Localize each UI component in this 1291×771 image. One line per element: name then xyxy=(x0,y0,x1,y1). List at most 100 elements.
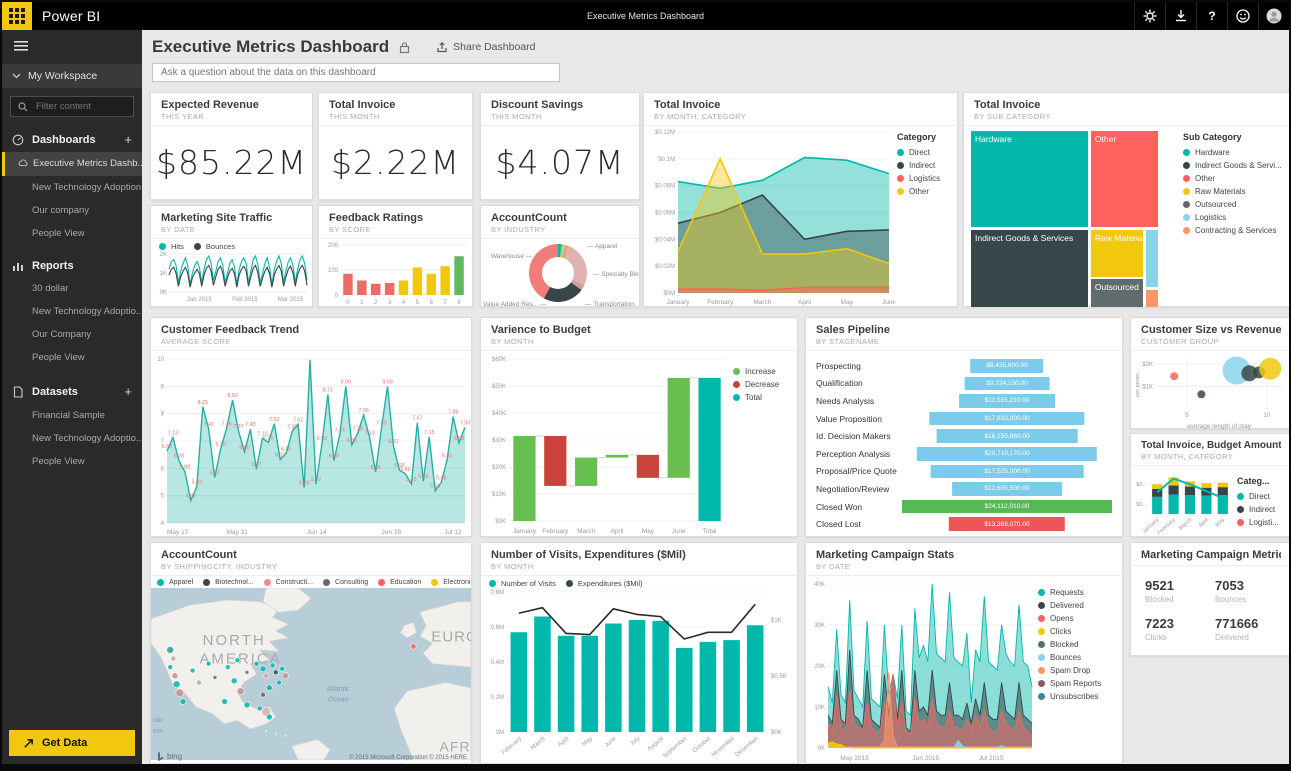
treemap-tile-other[interactable]: Other xyxy=(1089,130,1159,228)
stack-seg-indirect[interactable] xyxy=(1217,487,1228,496)
visits-bar-march[interactable] xyxy=(534,616,551,733)
hamburger-menu-icon[interactable] xyxy=(2,30,142,64)
map-bubble[interactable] xyxy=(234,657,241,664)
stack-seg-direct[interactable] xyxy=(1168,494,1179,514)
card-accountcount-map[interactable]: AccountCount BY SHIPPINGCITY, INDUSTRY Ap… xyxy=(150,542,472,764)
bar-score-0[interactable] xyxy=(343,273,353,295)
map-bubble[interactable] xyxy=(230,677,238,685)
legend-item[interactable]: Direct xyxy=(897,148,951,157)
card-feedback-ratings[interactable]: Feedback Ratings BY SCORE 200 100 0 0 1 2 3 4 5 6 7… xyxy=(318,205,473,307)
scatter-point[interactable] xyxy=(1197,390,1206,399)
map-bubble[interactable] xyxy=(263,672,269,679)
legend-item[interactable]: Delivered xyxy=(1038,601,1116,610)
stack-seg-other[interactable] xyxy=(1201,483,1212,488)
feedback-button[interactable] xyxy=(1227,2,1258,30)
map-bubble[interactable] xyxy=(179,698,187,705)
map-bubble[interactable] xyxy=(243,701,251,709)
legend-item[interactable]: Opens xyxy=(1038,614,1116,623)
visits-bar-november[interactable] xyxy=(723,640,740,732)
ratings-chart-canvas[interactable]: 200 100 0 0 1 2 3 4 5 6 7 8 xyxy=(319,239,472,307)
legend-item[interactable]: Indirect xyxy=(897,161,951,170)
bar-score-3[interactable] xyxy=(384,283,395,295)
treemap-tile-indirect-goods-services[interactable]: Indirect Goods & Services xyxy=(970,228,1089,307)
visits-bar-august[interactable] xyxy=(652,620,669,732)
funnel-bar-closed-lost[interactable]: $13,369,070.00 xyxy=(948,517,1066,531)
sidebar-item[interactable]: Executive Metrics Dashb... xyxy=(2,152,142,176)
bar-score-2[interactable] xyxy=(371,283,381,295)
stack-seg-indirect[interactable] xyxy=(1184,486,1196,496)
waterfall-bar-january[interactable] xyxy=(513,435,536,521)
stats-canvas[interactable]: 40K 30K 20K 10K 0K May 2015 Jun 2015 Jul 2015 xyxy=(806,576,1036,764)
app-launcher-icon[interactable] xyxy=(2,2,32,30)
treemap-tile-outsourced[interactable]: Outsourced xyxy=(1089,278,1145,307)
legend-item[interactable]: Contracting & Services xyxy=(1183,226,1283,235)
map-bubble[interactable] xyxy=(279,666,285,672)
card-marketing-campaign-stats[interactable]: Marketing Campaign Stats BY DATE 40K 30K 20… xyxy=(805,542,1123,764)
legend-item[interactable]: Logisti... xyxy=(1237,518,1283,527)
funnel-bar-qualification[interactable]: $9,734,150.00 xyxy=(964,376,1050,391)
map-bubble[interactable] xyxy=(266,713,273,721)
legend-item[interactable]: Expenditures ($Mil) xyxy=(565,579,643,588)
invoice-budget-chart[interactable]: $0... $0... January February March April May Ca… xyxy=(1131,466,1289,538)
share-dashboard-button[interactable]: Share Dashboard xyxy=(436,41,535,53)
map-bubble[interactable] xyxy=(171,672,179,680)
add-icon[interactable]: + xyxy=(124,384,132,399)
card-total-invoice-kpi[interactable]: Total Invoice THIS MONTH $2.22M xyxy=(318,92,473,200)
stack-seg-direct[interactable] xyxy=(1217,495,1228,514)
map-bubble[interactable] xyxy=(196,679,202,686)
legend-item[interactable]: Blocked xyxy=(1038,640,1116,649)
campaign-stats-chart[interactable]: 40K 30K 20K 10K 0K May 2015 Jun 2015 Jul 2015 Re… xyxy=(806,576,1122,764)
funnel-bar-id-decision-makers[interactable]: $16,150,860.00 xyxy=(936,429,1078,444)
card-marketing-site-traffic[interactable]: Marketing Site Traffic BY DATE Hits Bounce… xyxy=(150,205,313,307)
legend-item[interactable]: Increase xyxy=(733,367,789,376)
legend-item[interactable]: Consulting xyxy=(323,579,368,586)
scatter-canvas[interactable]: $2K $1K 5 10 per perso... average length of s… xyxy=(1131,351,1289,431)
map-bubble[interactable] xyxy=(236,687,245,695)
map-bubble[interactable] xyxy=(172,680,181,689)
legend-item[interactable]: Direct xyxy=(1237,492,1283,501)
sidebar-item[interactable]: New Technology Adoption xyxy=(32,182,142,193)
legend-item[interactable]: Apparel xyxy=(157,579,193,586)
stack-seg-direct[interactable] xyxy=(1184,495,1196,514)
legend-item[interactable]: Spam Drop xyxy=(1038,666,1116,675)
area-indirect[interactable] xyxy=(678,195,889,293)
legend-item[interactable]: Bounces xyxy=(193,242,235,251)
legend-item[interactable]: Number of Visits xyxy=(489,579,556,588)
trend-chart-canvas[interactable]: 10 9 8 7 6 5 4 6.63 7.13 6.28 5.88 4.82 5.33 8.25 7.43… xyxy=(151,351,471,537)
customer-size-scatter-chart[interactable]: $2K $1K 5 10 per perso... average length of s… xyxy=(1131,351,1289,431)
stack-seg-direct[interactable] xyxy=(1152,496,1163,514)
workspace-selector[interactable]: My Workspace xyxy=(2,64,142,88)
sidebar-item[interactable]: New Technology Adoptio... xyxy=(32,433,142,444)
legend-item[interactable]: Unsubscribes xyxy=(1038,692,1116,701)
map-bubble[interactable] xyxy=(282,672,289,680)
map-bubble[interactable] xyxy=(205,660,212,667)
stack-seg-other[interactable] xyxy=(1152,484,1163,489)
legend-item[interactable]: Indirect Goods & Servi... xyxy=(1183,161,1283,170)
visits-bar-april[interactable] xyxy=(557,635,575,732)
qna-question-input[interactable] xyxy=(152,63,560,82)
legend-item[interactable]: Hits xyxy=(159,242,184,251)
legend-item[interactable]: Logistics xyxy=(897,174,951,183)
scatter-point[interactable] xyxy=(1241,365,1258,382)
bar-score-5[interactable] xyxy=(412,267,423,296)
funnel-bar-negotiation-review[interactable]: $12,605,500.00 xyxy=(952,482,1062,496)
card-visits-expenditures[interactable]: Number of Visits, Expenditures ($Mil) BY … xyxy=(480,542,798,764)
invoice-area-canvas[interactable]: $0.12M $0.1M $0.08M $0.06M $0.04M $0.02M $0M Ja… xyxy=(644,126,895,307)
legend-item[interactable]: Spam Reports xyxy=(1038,679,1116,688)
legend-item[interactable]: Requests xyxy=(1038,588,1116,597)
legend-item[interactable]: Bounces xyxy=(1038,653,1116,662)
legend-item[interactable]: Total xyxy=(733,393,789,402)
area-other[interactable] xyxy=(678,158,889,293)
waterfall-bar-march[interactable] xyxy=(575,457,598,486)
waterfall-bar-june[interactable] xyxy=(667,377,690,478)
campaign-metrics-panel[interactable]: 9521 Blocked 7053 Bounces 7223 Clicks 771666 De… xyxy=(1131,566,1289,650)
bar-score-4[interactable] xyxy=(398,280,409,296)
add-icon[interactable]: + xyxy=(124,132,132,147)
stack-seg-other[interactable] xyxy=(1217,482,1228,488)
visits-bar-july[interactable] xyxy=(628,620,646,732)
map-canvas[interactable]: NORTH AMERICA EURO AFR Atlantic Ocean cific ean xyxy=(151,587,471,761)
stack-seg-other[interactable] xyxy=(1168,477,1179,486)
waterfall-bar-may[interactable] xyxy=(636,454,659,478)
card-customer-feedback-trend[interactable]: Customer Feedback Trend AVERAGE SCORE 10 9… xyxy=(150,317,472,537)
traffic-chart-canvas[interactable]: 2K 1K 0K Jan 2015 Feb 2015 Mar 2015 xyxy=(151,251,312,303)
